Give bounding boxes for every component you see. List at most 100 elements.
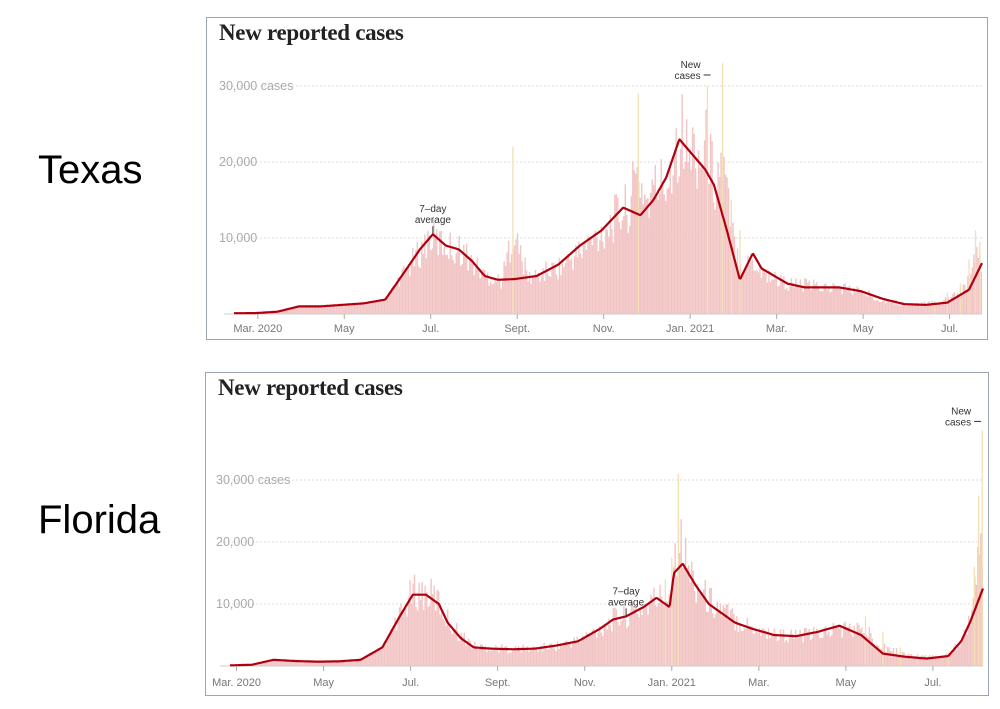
- texas-daily-bar: [320, 306, 323, 314]
- florida-daily-bar: [803, 627, 806, 666]
- florida-daily-bar: [849, 623, 851, 666]
- florida-daily-bar: [903, 652, 905, 666]
- texas-daily-bar: [774, 271, 776, 314]
- florida-daily-bar: [489, 651, 491, 666]
- texas-daily-bar: [748, 264, 751, 314]
- texas-daily-bar: [448, 259, 450, 314]
- florida-daily-bar: [517, 646, 520, 666]
- texas-daily-bar: [494, 278, 496, 314]
- texas-xtick-label: Mar. 2020: [233, 323, 282, 335]
- texas-daily-bar: [386, 294, 389, 314]
- texas-daily-bar: [717, 162, 719, 314]
- florida-daily-bar: [294, 661, 297, 666]
- florida-daily-bar: [936, 657, 938, 666]
- texas-daily-bar: [385, 298, 387, 314]
- florida-daily-bar: [495, 645, 497, 666]
- texas-daily-bar: [747, 255, 749, 314]
- texas-daily-bar: [563, 267, 565, 314]
- florida-daily-bar: [657, 603, 660, 666]
- texas-daily-bar: [510, 254, 513, 314]
- florida-daily-bar: [951, 650, 953, 666]
- texas-daily-bar: [950, 296, 953, 314]
- texas-daily-bar: [723, 156, 725, 314]
- texas-average-annotation: 7–day: [419, 204, 446, 215]
- texas-daily-bar: [464, 252, 466, 314]
- florida-daily-bar: [575, 642, 577, 666]
- florida-daily-bar: [776, 641, 779, 666]
- texas-daily-bar: [729, 226, 731, 314]
- florida-daily-bar: [297, 660, 300, 666]
- florida-daily-bar: [520, 652, 523, 666]
- texas-daily-bar: [292, 307, 294, 314]
- texas-daily-bar: [536, 276, 538, 314]
- florida-daily-bar: [761, 628, 764, 666]
- texas-daily-bar: [522, 274, 525, 314]
- florida-daily-bar: [948, 652, 950, 666]
- florida-daily-bar: [450, 630, 452, 666]
- texas-daily-bar: [364, 302, 366, 314]
- texas-daily-bar: [714, 209, 716, 314]
- texas-daily-bar: [953, 292, 956, 314]
- florida-daily-bar: [453, 628, 455, 666]
- texas-daily-bar: [463, 244, 465, 314]
- florida-daily-bar: [943, 655, 946, 666]
- texas-daily-bar: [798, 286, 800, 314]
- florida-average-annotation: average: [608, 597, 645, 608]
- florida-daily-bar: [919, 656, 922, 666]
- florida-daily-bar: [334, 661, 336, 666]
- florida-ytick-label: 10,000: [216, 597, 254, 611]
- texas-daily-bar: [371, 302, 374, 314]
- florida-daily-bar: [959, 646, 961, 666]
- texas-daily-bar: [799, 279, 802, 314]
- florida-daily-bar: [511, 650, 514, 666]
- texas-daily-bar: [582, 245, 585, 314]
- texas-daily-bar: [660, 159, 662, 314]
- texas-daily-bar: [584, 242, 586, 314]
- texas-daily-bar: [811, 289, 814, 314]
- florida-daily-bar: [666, 601, 669, 666]
- florida-daily-bar: [427, 606, 429, 666]
- florida-chart-panel: New reported cases 30,000 cases 10,000 20,…: [205, 372, 989, 696]
- texas-daily-bar: [854, 292, 857, 314]
- texas-daily-bar: [890, 302, 893, 314]
- texas-daily-bar: [485, 275, 487, 314]
- florida-daily-bar: [713, 617, 715, 666]
- texas-daily-bar: [648, 217, 650, 314]
- texas-daily-bar: [787, 290, 790, 314]
- texas-daily-bar: [483, 269, 486, 314]
- texas-daily-bar: [457, 249, 459, 314]
- texas-daily-bar: [341, 304, 344, 314]
- texas-daily-bar: [334, 304, 336, 314]
- florida-daily-bar: [459, 641, 461, 666]
- florida-daily-bar: [564, 641, 566, 666]
- florida-daily-bar: [599, 625, 601, 666]
- florida-daily-bar: [501, 644, 503, 666]
- texas-daily-bar: [662, 181, 664, 314]
- florida-daily-bar: [725, 604, 728, 666]
- florida-daily-bar: [828, 631, 830, 666]
- florida-daily-bar: [861, 627, 863, 666]
- texas-xtick-label: Jul.: [422, 323, 439, 335]
- florida-daily-bar: [510, 652, 512, 666]
- texas-daily-bar: [473, 275, 475, 314]
- texas-daily-bar: [801, 284, 803, 314]
- texas-daily-bar: [699, 167, 701, 314]
- texas-daily-bar: [395, 283, 398, 314]
- texas-daily-bar: [720, 152, 722, 314]
- florida-daily-bar: [371, 651, 374, 666]
- texas-daily-bar: [676, 182, 679, 314]
- florida-daily-bar: [672, 567, 675, 666]
- texas-daily-bar: [962, 284, 965, 314]
- florida-daily-bar: [624, 618, 627, 666]
- florida-daily-bar: [718, 610, 720, 666]
- texas-daily-bar: [466, 243, 468, 314]
- florida-daily-bar: [710, 587, 712, 666]
- florida-daily-bar: [477, 649, 479, 666]
- florida-daily-bar: [263, 661, 265, 666]
- texas-daily-bar: [317, 305, 320, 314]
- texas-daily-bar: [742, 272, 745, 314]
- florida-daily-bar: [690, 561, 693, 666]
- texas-daily-bar: [970, 274, 972, 314]
- florida-daily-bar: [279, 659, 282, 666]
- florida-daily-bar: [492, 648, 494, 666]
